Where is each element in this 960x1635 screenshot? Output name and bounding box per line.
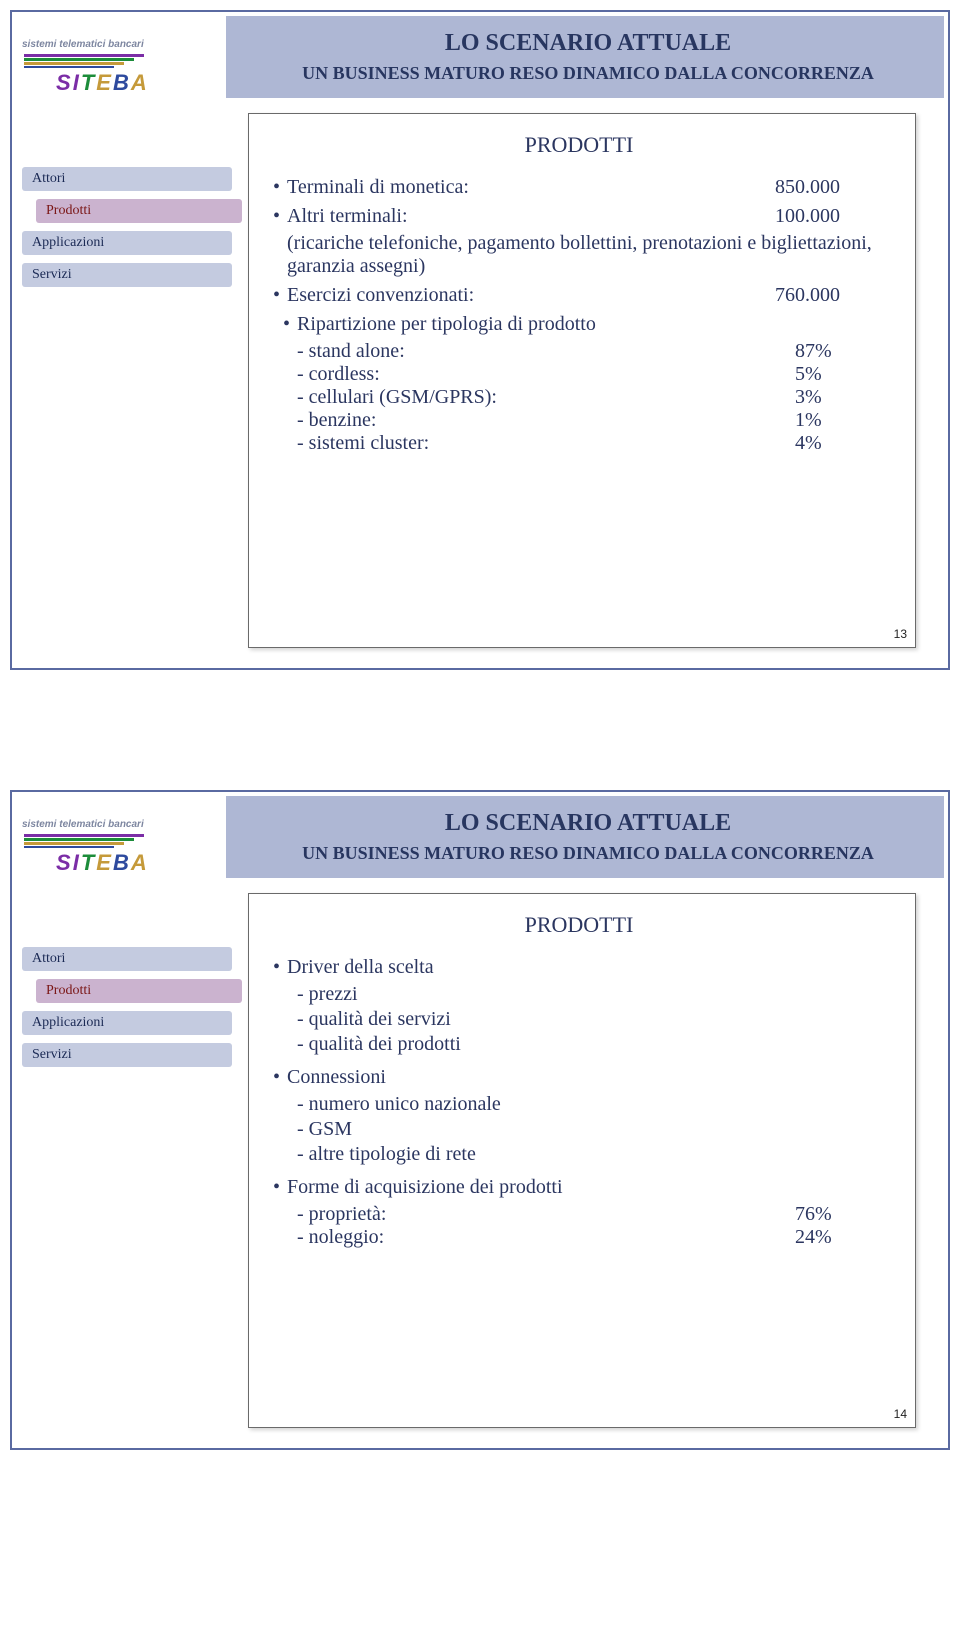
row-sistemi: - sistemi cluster: 4% [297, 432, 885, 455]
sidebar-item-applicazioni[interactable]: Applicazioni [22, 231, 232, 255]
content-box: PRODOTTI •Driver della scelta - prezzi -… [248, 893, 916, 1428]
body-area: Attori Prodotti Applicazioni Servizi PRO… [16, 107, 944, 664]
section-title: PRODOTTI [273, 912, 885, 938]
driver-label: Driver della scelta [287, 956, 434, 978]
header-band: sistemi telematici bancari SITEBA LO SCE… [16, 796, 944, 878]
sistemi-label: - sistemi cluster: [297, 432, 429, 455]
line-esercizi: •Esercizi convenzionati: 760.000 [273, 284, 885, 307]
logo-lines-icon [24, 54, 144, 68]
page-number: 13 [894, 627, 907, 641]
row-noleggio: - noleggio: 24% [297, 1226, 885, 1249]
cellulari-label: - cellulari (GSM/GPRS): [297, 386, 497, 409]
sidebar-item-applicazioni[interactable]: Applicazioni [22, 1011, 232, 1035]
altri-val: 100.000 [775, 205, 885, 228]
slide-14: sistemi telematici bancari SITEBA LO SCE… [10, 790, 950, 1450]
proprieta-label: - proprietà: [297, 1203, 386, 1226]
conn-label: Connessioni [287, 1066, 386, 1088]
driver-prezzi: - prezzi [297, 983, 885, 1006]
line-ripartizione: •Ripartizione per tipologia di prodotto [283, 313, 885, 336]
terminali-label: Terminali di monetica: [287, 176, 469, 198]
sidebar-item-prodotti[interactable]: Prodotti [36, 979, 242, 1003]
driver-qualita-prodotti: - qualità dei prodotti [297, 1033, 885, 1056]
row-cellulari: - cellulari (GSM/GPRS): 3% [297, 386, 885, 409]
section-title: PRODOTTI [273, 132, 885, 158]
line-forme: •Forme di acquisizione dei prodotti [273, 1176, 885, 1199]
driver-qualita-servizi: - qualità dei servizi [297, 1008, 885, 1031]
line-altri: •Altri terminali: 100.000 [273, 205, 885, 228]
page-number: 14 [894, 1407, 907, 1421]
sidebar-item-prodotti[interactable]: Prodotti [36, 199, 242, 223]
row-proprieta: - proprietà: 76% [297, 1203, 885, 1226]
row-cordless: - cordless: 5% [297, 363, 885, 386]
line-terminali: •Terminali di monetica: 850.000 [273, 176, 885, 199]
logo-text: SITEBA [16, 70, 226, 98]
slide-subtitle: UN BUSINESS MATURO RESO DINAMICO DALLA C… [302, 63, 874, 84]
body-area: Attori Prodotti Applicazioni Servizi PRO… [16, 887, 944, 1444]
esercizi-label: Esercizi convenzionati: [287, 284, 474, 306]
proprieta-val: 76% [795, 1203, 885, 1226]
row-benzine: - benzine: 1% [297, 409, 885, 432]
sidebar-item-servizi[interactable]: Servizi [22, 263, 232, 287]
esercizi-val: 760.000 [775, 284, 885, 307]
logo-text: SITEBA [16, 850, 226, 878]
sistemi-val: 4% [795, 432, 885, 455]
logo-box: sistemi telematici bancari SITEBA [16, 796, 226, 878]
altri-note: (ricariche telefoniche, pagamento bollet… [287, 232, 885, 278]
cordless-label: - cordless: [297, 363, 380, 386]
sidebar-item-servizi[interactable]: Servizi [22, 1043, 232, 1067]
logo-tagline: sistemi telematici bancari [16, 35, 226, 50]
content-box: PRODOTTI •Terminali di monetica: 850.000… [248, 113, 916, 648]
slide-subtitle: UN BUSINESS MATURO RESO DINAMICO DALLA C… [302, 843, 874, 864]
slide-title: LO SCENARIO ATTUALE [445, 30, 731, 57]
title-area: LO SCENARIO ATTUALE UN BUSINESS MATURO R… [232, 796, 944, 878]
row-standalone: - stand alone: 87% [297, 340, 885, 363]
sidebar-item-attori[interactable]: Attori [22, 947, 232, 971]
slide-13: sistemi telematici bancari SITEBA LO SCE… [10, 10, 950, 670]
conn-numero-unico: - numero unico nazionale [297, 1093, 885, 1116]
altri-label: Altri terminali: [287, 205, 408, 227]
standalone-label: - stand alone: [297, 340, 405, 363]
line-driver: •Driver della scelta [273, 956, 885, 979]
noleggio-label: - noleggio: [297, 1226, 384, 1249]
line-connessioni: •Connessioni [273, 1066, 885, 1089]
ripartizione-label: Ripartizione per tipologia di prodotto [297, 313, 596, 335]
slide-title: LO SCENARIO ATTUALE [445, 810, 731, 837]
sidebar: Attori Prodotti Applicazioni Servizi [22, 167, 232, 295]
conn-gsm: - GSM [297, 1118, 885, 1141]
benzine-val: 1% [795, 409, 885, 432]
noleggio-val: 24% [795, 1226, 885, 1249]
standalone-val: 87% [795, 340, 885, 363]
cordless-val: 5% [795, 363, 885, 386]
sidebar: Attori Prodotti Applicazioni Servizi [22, 947, 232, 1075]
logo-box: sistemi telematici bancari SITEBA [16, 16, 226, 98]
sidebar-item-attori[interactable]: Attori [22, 167, 232, 191]
logo-tagline: sistemi telematici bancari [16, 815, 226, 830]
forme-label: Forme di acquisizione dei prodotti [287, 1176, 563, 1198]
conn-altre: - altre tipologie di rete [297, 1143, 885, 1166]
title-area: LO SCENARIO ATTUALE UN BUSINESS MATURO R… [232, 16, 944, 98]
header-band: sistemi telematici bancari SITEBA LO SCE… [16, 16, 944, 98]
logo-lines-icon [24, 834, 144, 848]
benzine-label: - benzine: [297, 409, 376, 432]
terminali-val: 850.000 [775, 176, 885, 199]
cellulari-val: 3% [795, 386, 885, 409]
